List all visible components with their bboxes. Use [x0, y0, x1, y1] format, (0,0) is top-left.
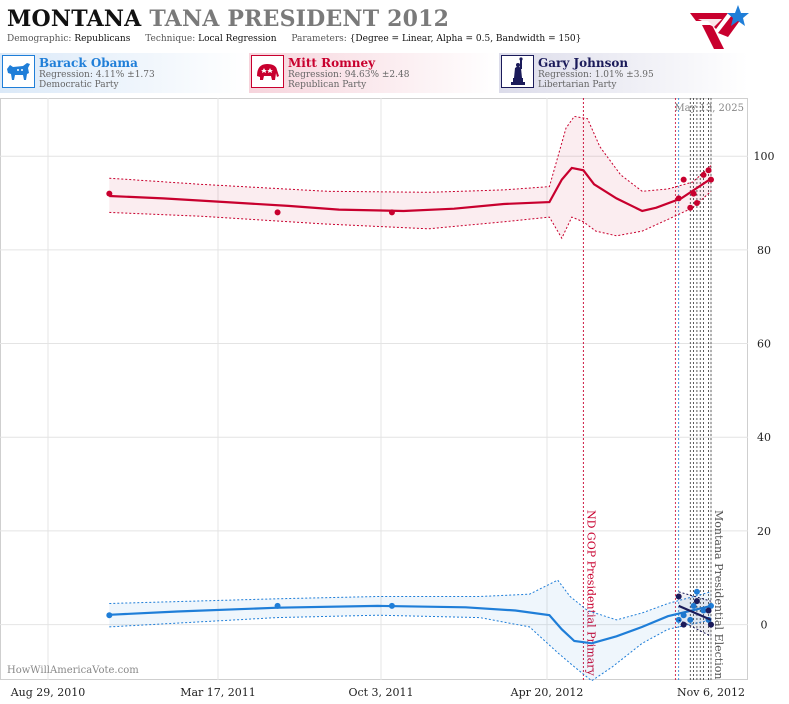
- poll-point: [675, 195, 682, 202]
- confidence-band: [109, 116, 712, 239]
- poll-point: [700, 607, 707, 614]
- upper-bound-line: [109, 115, 712, 193]
- poll-point: [705, 607, 712, 614]
- poll-point: [690, 602, 697, 609]
- subtitle-parameters: Demographic: Republicans Technique: Loca…: [7, 34, 593, 44]
- poll-point: [708, 602, 714, 609]
- poll-point: [274, 602, 281, 609]
- poll-point: [708, 621, 714, 628]
- candidate-party: Libertarian Party: [538, 80, 617, 90]
- candidate-johnson[interactable]: Gary Johnson Regression: 1.01% ±3.95 Lib…: [499, 53, 748, 93]
- confidence-band: [109, 580, 712, 681]
- upper-bound-line: [678, 591, 712, 602]
- statue-of-liberty-icon: [501, 55, 534, 88]
- poll-point: [680, 612, 687, 619]
- watermark-text: HowWillAmericaVote.com: [7, 665, 139, 676]
- poll-point: [687, 204, 694, 211]
- y-tick-label: 40: [757, 431, 771, 444]
- candidate-regression: Regression: 1.01% ±3.95: [538, 70, 654, 80]
- event-label: Montana Presidential Election: [712, 510, 725, 679]
- poll-point: [700, 171, 707, 178]
- poll-point: [708, 176, 714, 183]
- y-tick-label: 80: [757, 244, 771, 257]
- demographic-label: Demographic:: [7, 34, 72, 44]
- date-stamp: May 13, 2025: [674, 103, 744, 114]
- y-tick-label: 60: [757, 338, 771, 351]
- parameters-label: Parameters:: [291, 34, 347, 44]
- technique-value: Local Regression: [198, 34, 277, 44]
- candidate-obama[interactable]: Barack Obama Regression: 4.11% ±1.73 Dem…: [0, 53, 247, 93]
- upper-bound-line: [109, 579, 712, 621]
- x-tick-label: Mar 17, 2011: [180, 686, 256, 699]
- poll-point: [693, 598, 700, 605]
- x-tick-label: Apr 20, 2012: [510, 686, 584, 699]
- event-label: ND GOP Presidential Primary: [584, 510, 597, 677]
- candidate-party: Democratic Party: [39, 80, 119, 90]
- poll-chart: Aug 29, 2010 Mar 17, 2011 Oct 3, 2011 Apr 2…: [0, 98, 775, 699]
- y-tick-label: 20: [757, 525, 771, 538]
- poll-point: [388, 602, 395, 609]
- technique-label: Technique:: [145, 34, 196, 44]
- demographic-value: Republicans: [74, 34, 131, 44]
- plot-area: [0, 98, 748, 680]
- poll-point: [693, 588, 700, 595]
- y-tick-label: 0: [761, 619, 768, 632]
- lower-bound-line: [109, 190, 712, 240]
- candidate-name: Gary Johnson: [538, 56, 629, 70]
- regression-line: [109, 166, 712, 213]
- poll-point: [106, 612, 113, 619]
- x-tick-label: Aug 29, 2010: [10, 686, 86, 699]
- regression-line: [678, 604, 712, 621]
- poll-point: [274, 209, 281, 216]
- candidate-legend: Barack Obama Regression: 4.11% ±1.73 Dem…: [0, 53, 748, 93]
- poll-point: [680, 621, 687, 628]
- poll-point: [705, 167, 712, 174]
- donkey-icon: [2, 55, 35, 88]
- candidate-regression: Regression: 94.63% ±2.48: [288, 70, 410, 80]
- poll-point: [106, 190, 113, 197]
- candidate-party: Republican Party: [288, 80, 367, 90]
- candidate-romney[interactable]: Mitt Romney Regression: 94.63% ±2.48 Rep…: [249, 53, 497, 93]
- poll-point: [675, 593, 682, 600]
- poll-point: [687, 616, 694, 623]
- site-logo-icon: [690, 5, 749, 49]
- title-state: MONTANA: [7, 6, 142, 32]
- page-title: MONTANA TANA PRESIDENT 2012: [7, 6, 449, 32]
- poll-point: [680, 176, 687, 183]
- candidate-name: Barack Obama: [39, 56, 138, 70]
- parameters-value: {Degree = Linear, Alpha = 0.5, Bandwidth…: [349, 34, 582, 44]
- poll-point: [690, 190, 697, 197]
- y-tick-label: 100: [754, 150, 775, 163]
- candidate-regression: Regression: 4.11% ±1.73: [39, 70, 155, 80]
- candidate-name: Mitt Romney: [288, 56, 376, 70]
- poll-point: [388, 209, 395, 216]
- poll-point: [675, 616, 682, 623]
- poll-point: [693, 200, 700, 207]
- title-race: TANA PRESIDENT 2012: [149, 6, 450, 32]
- x-tick-label: Nov 6, 2012: [677, 686, 745, 699]
- x-tick-label: Oct 3, 2011: [348, 686, 413, 699]
- regression-line: [109, 604, 712, 645]
- elephant-icon: [251, 55, 284, 88]
